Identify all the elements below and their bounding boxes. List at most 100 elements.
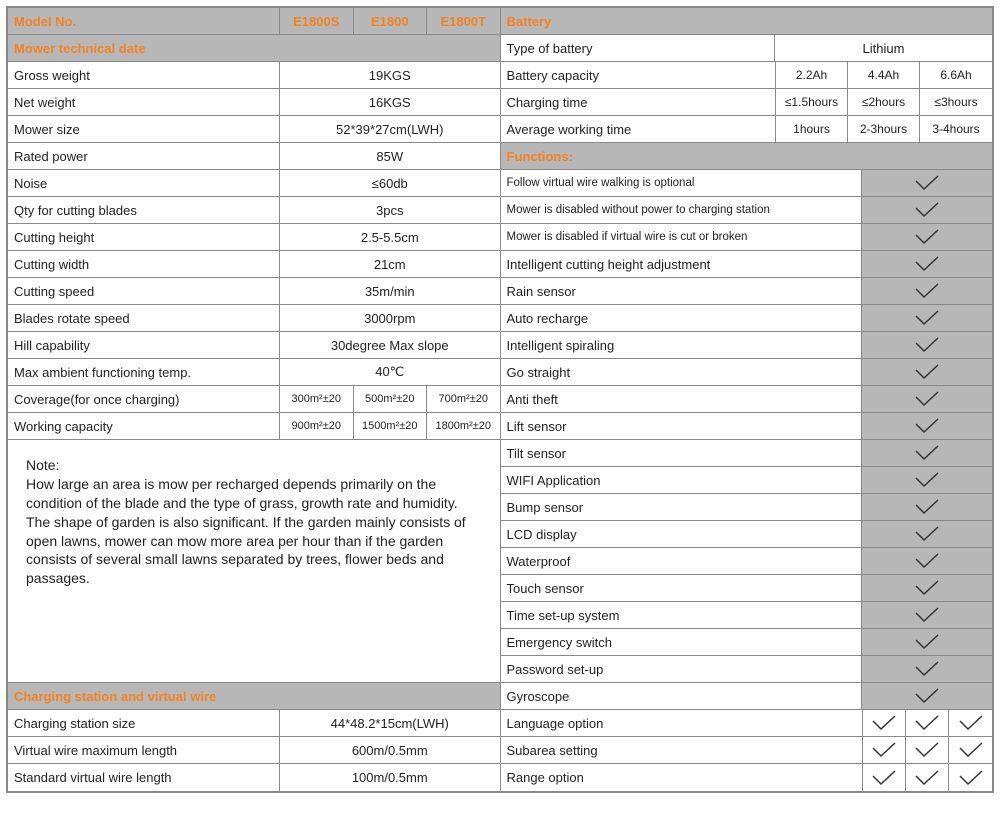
spec-table: Model No.E1800SE1800E1800TMower technica…: [6, 6, 994, 793]
check-cell: [906, 737, 949, 763]
function-label: WIFI Application: [501, 467, 863, 493]
function-label: Time set-up system: [501, 602, 863, 628]
charging-value: 600m/0.5mm: [280, 737, 500, 763]
function-row: Waterproof: [501, 548, 993, 575]
spec-row-3: Coverage(for once charging)300m²±20500m²…: [8, 386, 500, 413]
battery-value-3: 2-3hours: [848, 116, 920, 142]
function-row: WIFI Application: [501, 467, 993, 494]
check-cell: [863, 737, 906, 763]
spec-row: Gross weight19KGS: [8, 62, 500, 89]
check-cell: [949, 737, 992, 763]
function-row: Bump sensor: [501, 494, 993, 521]
charging-value: 100m/0.5mm: [280, 764, 500, 791]
check-cell: [862, 683, 992, 709]
check-cell: [862, 305, 992, 331]
section-charging: Charging station and virtual wire: [8, 683, 500, 710]
function-label: Range option: [501, 764, 864, 791]
function-row: Subarea setting: [501, 737, 993, 764]
section-charging-label: Charging station and virtual wire: [8, 683, 500, 709]
spec-value: 40℃: [280, 359, 500, 385]
spec-label: Cutting width: [8, 251, 280, 277]
function-label: Follow virtual wire walking is optional: [501, 170, 863, 196]
battery-row: Average working time1hours2-3hours3-4hou…: [501, 116, 993, 143]
function-row: Range option: [501, 764, 993, 791]
spec-value-3: 1500m²±20: [354, 413, 428, 439]
spec-label: Qty for cutting blades: [8, 197, 280, 223]
check-cell: [862, 278, 992, 304]
check-cell: [862, 332, 992, 358]
function-label: LCD display: [501, 521, 863, 547]
battery-value-3: 2.2Ah: [776, 62, 848, 88]
function-label: Password set-up: [501, 656, 863, 682]
charging-row: Standard virtual wire length100m/0.5mm: [8, 764, 500, 791]
battery-row: Charging time≤1.5hours≤2hours≤3hours: [501, 89, 993, 116]
spec-label: Mower size: [8, 116, 280, 142]
right-column: BatteryType of batteryLithiumBattery cap…: [501, 8, 993, 791]
spec-row: Qty for cutting blades3pcs: [8, 197, 500, 224]
function-label: Intelligent cutting height adjustment: [501, 251, 863, 277]
check-cell: [862, 224, 992, 250]
check-cell: [906, 710, 949, 736]
model-col-2: E1800T: [427, 8, 500, 34]
spec-value: 3pcs: [280, 197, 500, 223]
function-label: Gyroscope: [501, 683, 863, 709]
battery-row: Type of batteryLithium: [501, 35, 993, 62]
spec-label: Coverage(for once charging): [8, 386, 280, 412]
function-label: Go straight: [501, 359, 863, 385]
function-row: Password set-up: [501, 656, 993, 683]
check-cell: [949, 764, 992, 791]
function-row: Go straight: [501, 359, 993, 386]
spec-value: 19KGS: [280, 62, 500, 88]
function-label: Anti theft: [501, 386, 863, 412]
function-row: Intelligent spiraling: [501, 332, 993, 359]
model-col-1: E1800: [354, 8, 428, 34]
spec-label: Noise: [8, 170, 280, 196]
charging-label: Virtual wire maximum length: [8, 737, 280, 763]
check-cell: [862, 170, 992, 196]
spec-label: Cutting speed: [8, 278, 280, 304]
model-header-row: Model No.E1800SE1800E1800T: [8, 8, 500, 35]
section-mower: Mower technical date: [8, 35, 500, 62]
charging-row: Virtual wire maximum length600m/0.5mm: [8, 737, 500, 764]
spec-row: Rated power85W: [8, 143, 500, 170]
spec-row: Noise≤60db: [8, 170, 500, 197]
spec-value-3: 500m²±20: [354, 386, 428, 412]
check-cell: [862, 575, 992, 601]
note-body: How large an area is mow per recharged d…: [26, 476, 466, 586]
function-label: Language option: [501, 710, 864, 736]
note-block: Note: How large an area is mow per rechar…: [8, 440, 500, 683]
function-label: Intelligent spiraling: [501, 332, 863, 358]
battery-label: Battery capacity: [501, 62, 777, 88]
spec-value: 21cm: [280, 251, 500, 277]
function-row: Intelligent cutting height adjustment: [501, 251, 993, 278]
function-label: Waterproof: [501, 548, 863, 574]
function-row: Follow virtual wire walking is optional: [501, 170, 993, 197]
battery-value-3: ≤1.5hours: [776, 89, 848, 115]
section-battery-label: Battery: [501, 8, 993, 34]
function-label: Rain sensor: [501, 278, 863, 304]
function-label: Lift sensor: [501, 413, 863, 439]
note-title: Note:: [26, 457, 59, 473]
spec-label: Cutting height: [8, 224, 280, 250]
battery-value-3: ≤3hours: [920, 89, 992, 115]
spec-row: Net weight16KGS: [8, 89, 500, 116]
check-cell: [863, 764, 906, 791]
check-cell: [862, 521, 992, 547]
check-cell: [862, 440, 992, 466]
check-cell: [862, 197, 992, 223]
spec-label: Working capacity: [8, 413, 280, 439]
battery-value-3: 4.4Ah: [848, 62, 920, 88]
charging-label: Charging station size: [8, 710, 280, 736]
battery-label: Type of battery: [501, 35, 776, 61]
function-row: Anti theft: [501, 386, 993, 413]
function-row: Tilt sensor: [501, 440, 993, 467]
function-row: Gyroscope: [501, 683, 993, 710]
spec-value: 2.5-5.5cm: [280, 224, 500, 250]
section-battery: Battery: [501, 8, 993, 35]
spec-row: Cutting height2.5-5.5cm: [8, 224, 500, 251]
section-functions-label: Functions:: [501, 143, 993, 169]
model-no-label: Model No.: [8, 8, 280, 34]
charging-value: 44*48.2*15cm(LWH): [280, 710, 500, 736]
function-label: Tilt sensor: [501, 440, 863, 466]
function-row: Auto recharge: [501, 305, 993, 332]
